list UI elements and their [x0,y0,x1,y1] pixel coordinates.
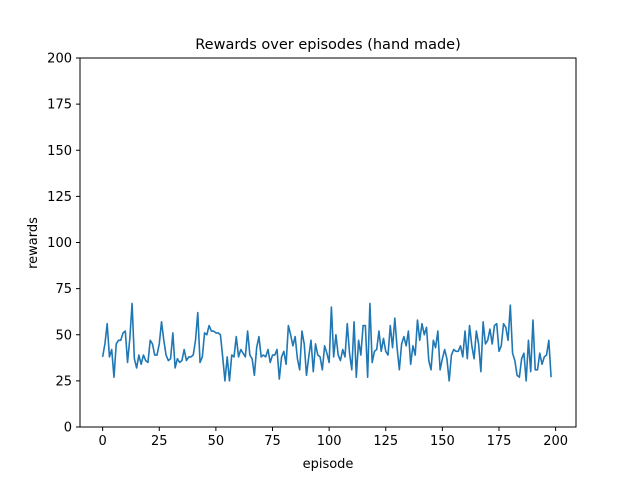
x-tick-label: 150 [430,434,455,449]
x-tick-label: 50 [208,434,225,449]
y-axis-label: rewards [26,217,41,269]
x-tick-label: 200 [543,434,568,449]
x-tick-label: 75 [264,434,281,449]
x-axis-ticks: 0 25 50 75 100 125 150 175 200 [99,427,568,449]
y-tick-label: 200 [47,52,72,67]
x-axis-label: episode [303,457,354,472]
x-tick-label: 25 [151,434,168,449]
y-tick-label: 25 [55,374,72,389]
y-tick-label: 175 [47,98,72,113]
x-tick-label: 0 [99,434,107,449]
y-tick-label: 150 [47,144,72,159]
series-line-0 [101,302,552,382]
plot-area [79,57,577,428]
y-axis-ticks: 0 25 50 75 100 125 150 175 200 [47,52,80,436]
y-tick-label: 75 [55,282,72,297]
y-tick-label: 100 [47,236,72,251]
chart-title: Rewards over episodes (hand made) [195,37,461,53]
x-tick-label: 100 [317,434,342,449]
y-tick-label: 0 [64,421,72,436]
y-tick-label: 125 [47,190,72,205]
axes-frame [79,57,577,428]
x-tick-label: 175 [487,434,512,449]
y-tick-label: 50 [55,328,72,343]
x-tick-label: 125 [373,434,398,449]
